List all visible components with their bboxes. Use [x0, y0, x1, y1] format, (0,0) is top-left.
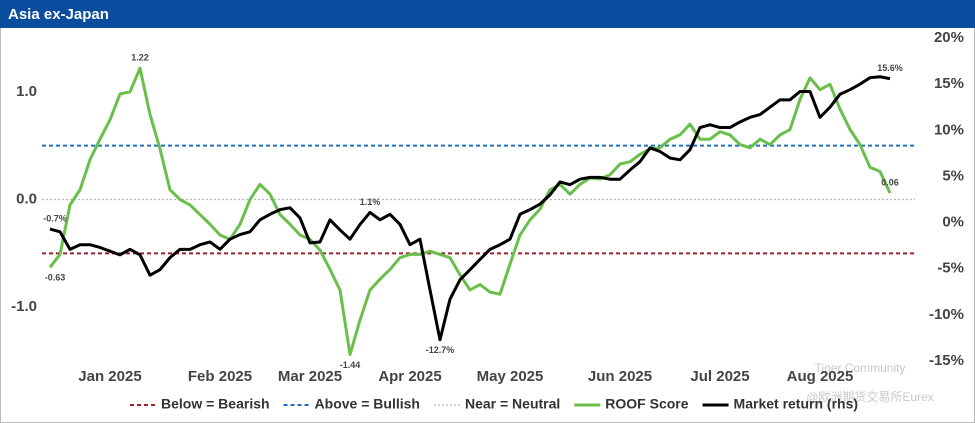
x-tick-label: Aug 2025: [787, 368, 854, 385]
y2-tick-label: 10%: [934, 121, 964, 138]
data-label: -0.63: [45, 273, 66, 283]
legend-label: ROOF Score: [605, 396, 688, 412]
y2-tick-label: 15%: [934, 75, 964, 92]
data-label: 0.06: [881, 177, 899, 187]
data-label: -0.7%: [43, 213, 67, 223]
data-label: 1.22: [131, 53, 149, 63]
y2-tick-label: -5%: [937, 260, 964, 277]
x-tick-label: Jan 2025: [78, 368, 141, 385]
y2-tick-label: 0%: [942, 214, 964, 231]
x-tick-label: Feb 2025: [188, 368, 252, 385]
x-tick-label: Apr 2025: [378, 368, 441, 385]
y-tick-label: 0.0: [16, 190, 37, 207]
legend-label: Above = Bullish: [315, 396, 420, 412]
data-label: -1.44: [340, 360, 361, 370]
series-line: [49, 75, 891, 342]
legend-label: Market return (rhs): [734, 396, 858, 412]
y-tick-label: 1.0: [16, 83, 37, 100]
series-line: [48, 66, 892, 357]
y-tick-label: -1.0: [11, 298, 37, 315]
x-tick-label: Jun 2025: [588, 368, 652, 385]
legend-label: Near = Neutral: [465, 396, 560, 412]
y2-tick-label: -15%: [929, 352, 964, 369]
y2-tick-label: 20%: [934, 29, 964, 46]
data-label: 1.1%: [360, 197, 381, 207]
watermark: @欧洲期货交易所Eurex: [806, 389, 934, 404]
data-label: 15.6%: [877, 63, 903, 73]
legend-label: Below = Bearish: [161, 396, 270, 412]
watermark: Tiger Community: [815, 361, 906, 375]
y2-tick-label: -10%: [929, 306, 964, 323]
x-tick-label: Jul 2025: [690, 368, 749, 385]
x-tick-label: May 2025: [477, 368, 544, 385]
data-label: -12.7%: [426, 345, 455, 355]
chart-title: Asia ex-Japan: [8, 6, 109, 23]
title-bar: [0, 0, 975, 28]
y2-tick-label: 5%: [942, 167, 964, 184]
x-tick-label: Mar 2025: [278, 368, 342, 385]
